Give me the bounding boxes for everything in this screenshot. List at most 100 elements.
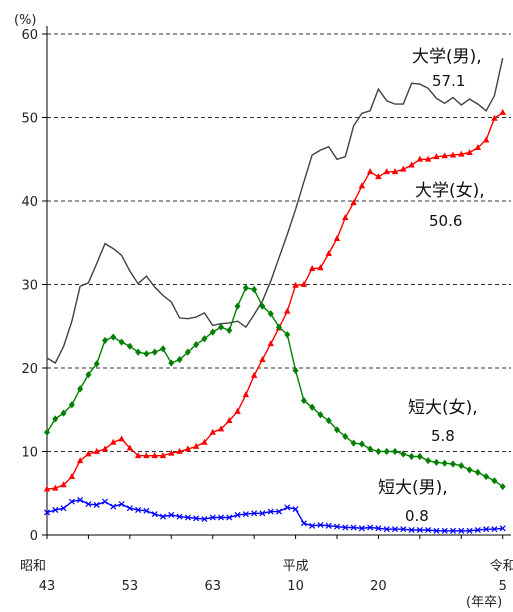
data-point [135, 506, 142, 513]
data-point [176, 447, 183, 454]
data-point [350, 439, 357, 447]
data-point [325, 250, 332, 257]
data-point [267, 340, 274, 347]
data-point [52, 415, 59, 423]
x-tick-label: 53 [122, 579, 139, 594]
data-point [126, 505, 133, 512]
data-point [334, 426, 340, 434]
data-point [209, 428, 216, 435]
data-point [168, 511, 175, 518]
data-point [259, 302, 266, 310]
data-point [375, 173, 382, 180]
data-point [425, 526, 432, 534]
data-point [333, 234, 341, 241]
data-point [184, 514, 191, 521]
data-point [176, 356, 183, 364]
data-point [151, 452, 158, 459]
data-point [367, 445, 374, 453]
data-point [275, 508, 283, 515]
y-unit-label: (%) [14, 13, 37, 28]
data-point [400, 165, 407, 172]
data-point [251, 510, 258, 517]
annotation-value: 0.8 [405, 507, 429, 525]
data-point [193, 515, 200, 522]
data-point [433, 458, 440, 466]
data-point [367, 524, 374, 531]
annotation-label: 大学(男), [412, 47, 482, 67]
data-point [259, 356, 266, 363]
data-point [250, 371, 258, 378]
data-point [143, 507, 150, 514]
data-point [333, 523, 341, 530]
data-point [317, 521, 324, 529]
data-point [126, 342, 133, 350]
series-2 [44, 284, 506, 491]
annotation-value: 50.6 [429, 212, 462, 230]
data-point [482, 136, 490, 143]
data-point [68, 498, 75, 505]
data-point [491, 114, 498, 121]
data-point [93, 447, 100, 454]
data-point [217, 514, 225, 521]
series-0 [46, 58, 504, 364]
data-point [342, 524, 349, 531]
data-point [60, 409, 67, 417]
data-point [358, 440, 365, 448]
data-point [209, 328, 216, 336]
data-point [44, 428, 50, 436]
data-point [350, 199, 357, 206]
data-point [499, 482, 506, 491]
data-point [325, 417, 332, 425]
data-point [52, 506, 59, 513]
data-point [201, 335, 208, 343]
data-point [184, 348, 191, 356]
data-point [259, 510, 266, 517]
series-line [46, 287, 504, 488]
data-point [499, 525, 506, 532]
x-unit-label: (年卒) [466, 595, 502, 610]
data-point [483, 472, 490, 481]
data-point [466, 527, 473, 534]
data-point [160, 345, 166, 353]
data-point [242, 511, 249, 518]
data-point [491, 526, 498, 533]
data-point [151, 348, 158, 356]
data-point [193, 341, 200, 349]
data-point [168, 359, 175, 367]
data-point [400, 450, 407, 458]
data-point [416, 155, 424, 162]
data-point [159, 452, 167, 459]
data-point [342, 214, 349, 221]
data-point [134, 452, 142, 459]
data-point [375, 525, 382, 532]
data-point [184, 445, 192, 452]
x-tick-label: 20 [370, 579, 387, 594]
data-point [110, 503, 117, 510]
data-point [77, 496, 84, 503]
data-point [242, 284, 249, 292]
data-point [292, 281, 299, 288]
data-point [226, 326, 233, 335]
data-point [408, 452, 415, 461]
data-point [101, 445, 109, 452]
y-tick-label: 30 [21, 279, 38, 294]
x-tick-era: 令和 [490, 559, 513, 574]
data-point [284, 307, 291, 314]
data-point [366, 168, 374, 175]
data-point [93, 501, 100, 508]
data-point [474, 526, 481, 534]
data-point [76, 457, 84, 464]
data-point [192, 442, 200, 449]
data-point [300, 520, 307, 527]
x-tick-label: 5 [499, 579, 507, 594]
data-point [118, 338, 125, 346]
data-point [309, 403, 316, 411]
annotation-value: 5.8 [431, 427, 455, 445]
data-point [317, 411, 324, 419]
data-point [466, 466, 473, 474]
data-point [176, 513, 183, 520]
data-point [102, 336, 108, 345]
data-point [383, 168, 390, 175]
data-point [284, 331, 291, 339]
x-tick-label: 10 [287, 579, 304, 594]
